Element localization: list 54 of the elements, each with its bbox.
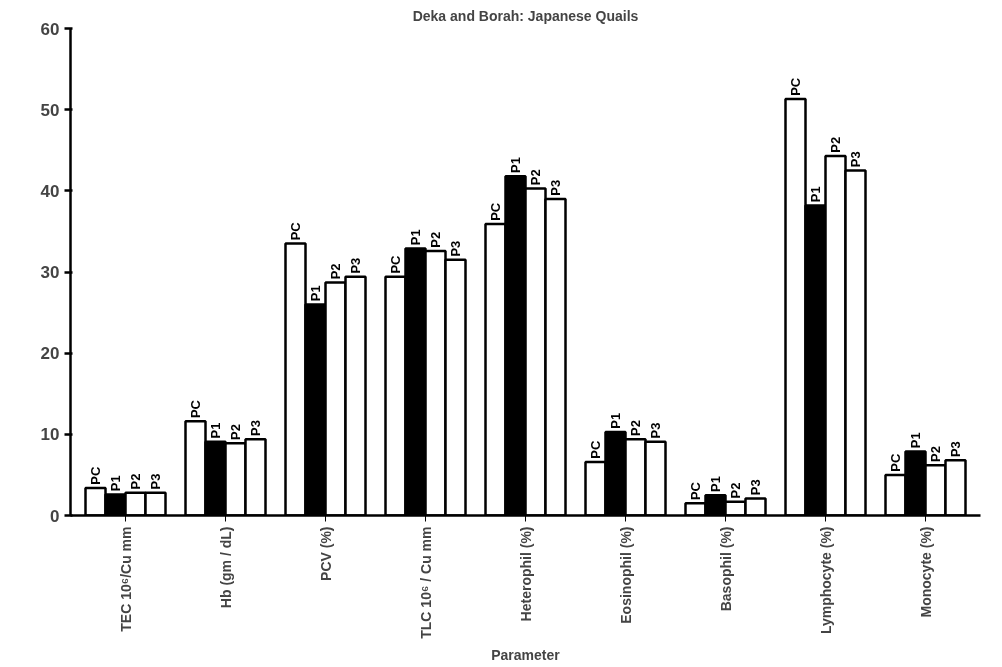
text: PC xyxy=(688,482,703,501)
x-axis-title: Parameter xyxy=(491,646,561,663)
x-tick-label: TLC 10⁶ / Cu mm xyxy=(417,526,434,639)
text: P3 xyxy=(548,179,563,196)
text: P1 xyxy=(808,186,823,203)
text: P3 xyxy=(248,420,263,436)
x-tick-label: Eosinophil (%) xyxy=(617,526,634,624)
chart-title: Deka and Borah: Japanese Quails xyxy=(412,7,639,24)
y-tick-label: 10 xyxy=(40,425,60,445)
text: P2 xyxy=(128,473,143,490)
text: PC xyxy=(888,453,903,472)
text: PC xyxy=(788,77,803,96)
text: PC xyxy=(588,440,603,459)
y-tick-label: 40 xyxy=(40,181,60,201)
x-tick-label: Hb (gm / dL) xyxy=(217,526,234,609)
text: P2 xyxy=(728,482,743,499)
text: PC xyxy=(388,255,403,274)
text: P1 xyxy=(108,475,123,492)
y-tick-label: 50 xyxy=(40,100,60,120)
text: P3 xyxy=(848,151,863,168)
text: P3 xyxy=(948,441,963,458)
text: P3 xyxy=(348,257,363,274)
text: P3 xyxy=(748,479,763,496)
text: P2 xyxy=(328,263,343,280)
text: P3 xyxy=(648,422,663,439)
text: P2 xyxy=(228,424,243,441)
text: P1 xyxy=(908,432,923,449)
y-tick-label: 60 xyxy=(40,19,60,39)
text: PC xyxy=(188,400,203,419)
text: P3 xyxy=(448,240,463,257)
x-tick-label: Basophil (%) xyxy=(717,526,734,612)
text: P1 xyxy=(208,422,223,439)
text: PC xyxy=(488,202,503,221)
text: P2 xyxy=(628,420,643,436)
text: P3 xyxy=(148,473,163,490)
text: P2 xyxy=(528,169,543,186)
text: P2 xyxy=(928,446,943,462)
text: P1 xyxy=(508,157,523,173)
x-tick-label: PCV (%) xyxy=(317,526,334,581)
y-tick-label: 30 xyxy=(40,263,60,282)
text: P1 xyxy=(608,412,623,429)
x-tick-label: Monocyte (%) xyxy=(917,526,934,618)
text: P2 xyxy=(428,231,443,248)
x-tick-label: TEC 10⁶/Cu mm xyxy=(117,526,134,632)
text: PC xyxy=(88,465,103,485)
text: P1 xyxy=(308,285,323,302)
text: P1 xyxy=(408,229,423,246)
text: P1 xyxy=(708,476,723,492)
y-tick-label: 20 xyxy=(40,344,60,364)
x-tick-label: Heterophil (%) xyxy=(517,526,534,622)
text: PC xyxy=(288,222,303,241)
text: P2 xyxy=(828,136,843,153)
x-tick-label: Lymphocyte (%) xyxy=(817,526,834,635)
y-tick-label: 0 xyxy=(50,506,60,526)
